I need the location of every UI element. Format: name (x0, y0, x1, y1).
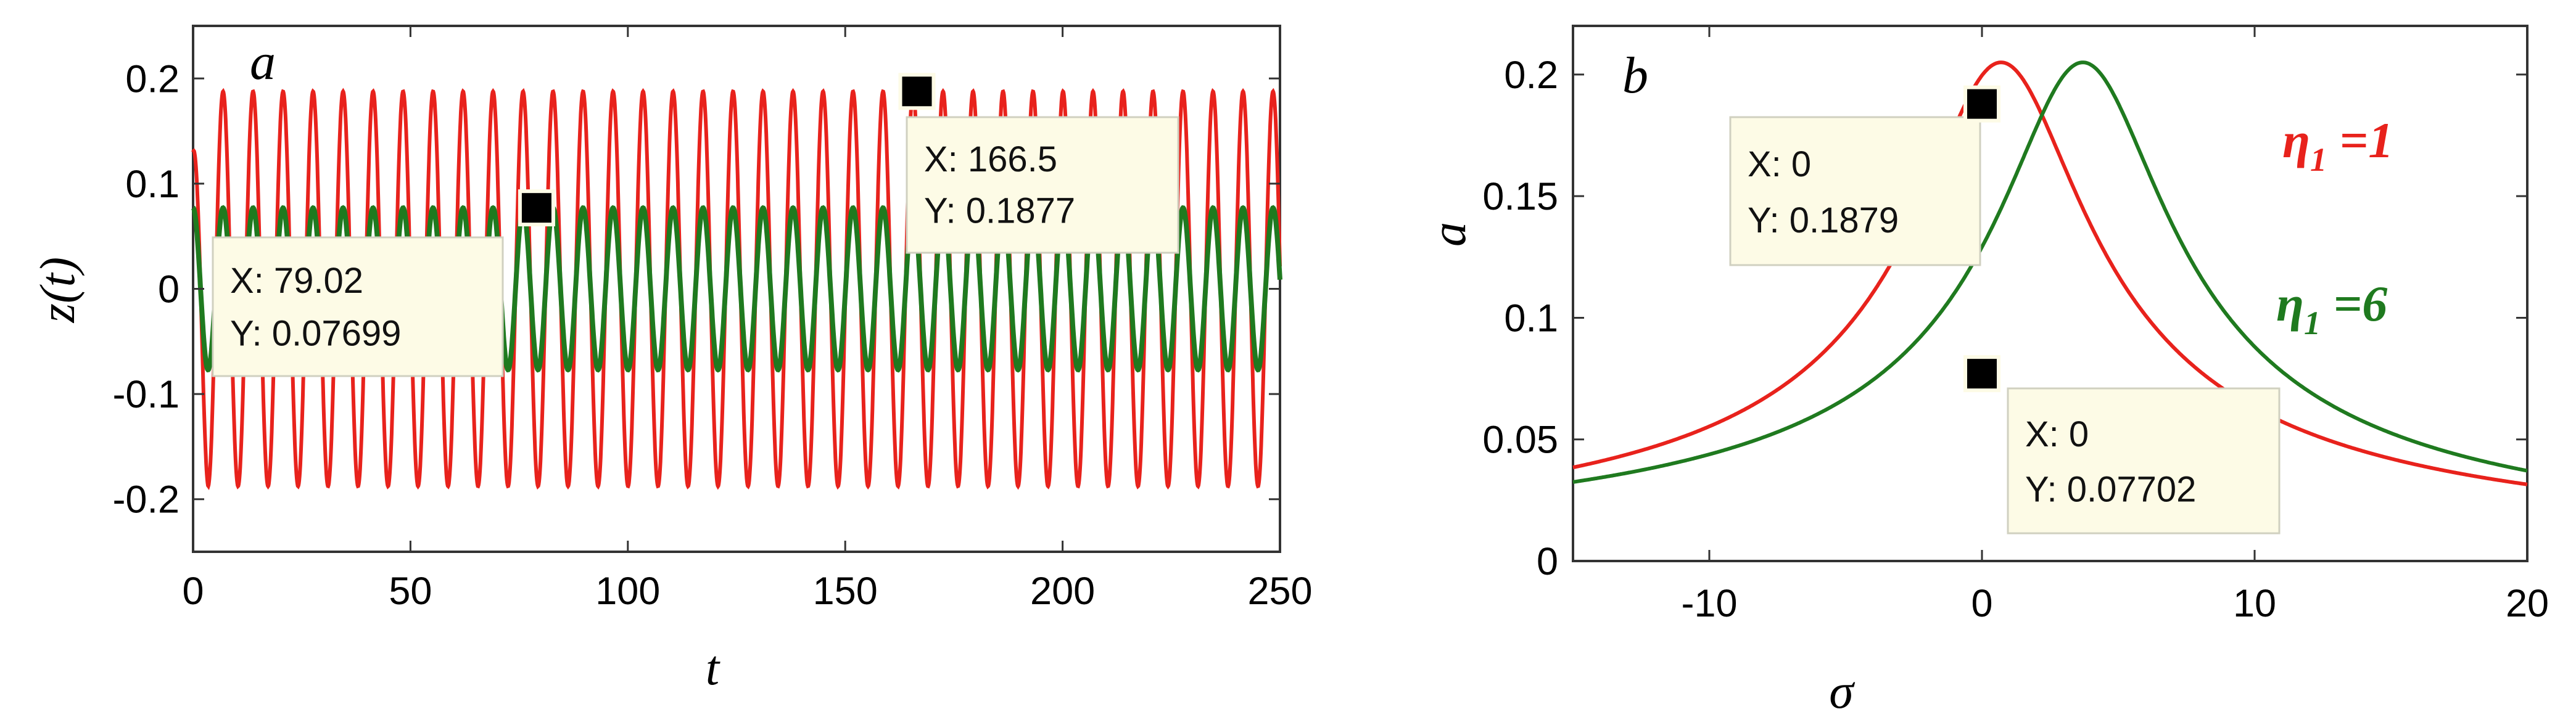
panel-a-xtick-label: 200 (1030, 570, 1095, 613)
datatip-y: Y: 0.07702 (2025, 469, 2196, 509)
datatip-box (2007, 387, 2281, 535)
panel-a-series-2 (191, 205, 1282, 373)
datatip-marker (1967, 359, 1997, 389)
panel-a-xtick-label: 0 (182, 570, 204, 613)
panel-a-ylabel: z(t) (31, 257, 85, 324)
panel-b-ylabel: a (1422, 222, 1476, 247)
panel-a-xtick-label: 250 (1247, 570, 1312, 613)
panel-b-ticks: -10 0 10 20 0 0.05 0.1 0.15 0.2 (1482, 26, 2549, 625)
panel-a-ytick-label: -0.1 (112, 373, 180, 416)
panel-a-xtick-label: 50 (389, 570, 432, 613)
panel-b-datatip: X: 0 Y: 0.07702 (1963, 355, 2281, 535)
panel-b-curves (1572, 60, 2528, 486)
panel-a-ytick-label: -0.2 (112, 478, 180, 522)
panel-a-xtick-label: 150 (813, 570, 878, 613)
datatip-marker (521, 193, 551, 223)
panel-b-datatip: X: 0 Y: 0.1879 (1729, 85, 2000, 266)
panel-a-datatip: X: 166.5 Y: 0.1877 (898, 73, 1179, 254)
panel-b: -10 0 10 20 0 0.05 0.1 0.15 0.2 b σ a η1 =1 η1 =6… (1422, 25, 2549, 717)
datatip-box (1729, 116, 1981, 266)
panel-b-xtick-label: 20 (2506, 582, 2549, 625)
datatip-marker (1967, 89, 1997, 119)
panel-a-datatip: X: 79.02 Y: 0.07699 (212, 189, 555, 377)
panel-b-ytick-label: 0 (1537, 540, 1558, 583)
panel-b-xtick-label: 10 (2233, 582, 2276, 625)
panel-a-ticks: 0 50 100 150 200 250 -0.2 -0.1 0 0.1 0.2 (112, 26, 1313, 613)
panel-b-ytick-label: 0.1 (1504, 297, 1558, 340)
panel-a-ytick-label: 0.1 (125, 163, 180, 206)
panel-b-ytick-label: 0.15 (1482, 175, 1558, 218)
panel-b-xtick-label: -10 (1681, 582, 1737, 625)
panel-a-ytick-label: 0 (158, 268, 180, 311)
datatip-x: X: 166.5 (924, 139, 1057, 179)
panel-b-xtick-label: 0 (1971, 582, 1992, 625)
panel-a-letter: a (250, 33, 276, 91)
datatip-marker (902, 76, 932, 107)
panel-b-series-1 (1572, 60, 2528, 486)
panel-a-datatips: X: 79.02 Y: 0.07699 X: 166.5 Y: 0.1877 (212, 73, 1179, 377)
datatip-box (906, 116, 1179, 254)
panel-a: 0 50 100 150 200 250-0.2-0.100.10.2 a t z(t) … (31, 25, 1313, 695)
panel-a-ytick-label: 0.2 (125, 57, 180, 100)
panel-a-xlabel: t (706, 641, 720, 695)
datatip-x: X: 79.02 (230, 261, 363, 301)
panel-b-legend-entry: η1 =6 (2276, 276, 2387, 342)
panel-b-legend-entry: η1 =1 (2282, 112, 2393, 178)
datatip-box (212, 236, 504, 377)
datatip-y: Y: 0.07699 (230, 314, 401, 354)
panel-a-xtick-label: 100 (595, 570, 660, 613)
datatip-y: Y: 0.1879 (1748, 200, 1899, 240)
panel-b-series-2 (1572, 60, 2528, 484)
panel-b-ytick-label: 0.2 (1504, 54, 1558, 97)
datatip-x: X: 0 (2025, 414, 2089, 454)
panel-b-legend: η1 =1 η1 =6 (2276, 112, 2393, 342)
datatip-y: Y: 0.1877 (924, 191, 1075, 231)
panel-b-letter: b (1622, 47, 1648, 104)
panel-b-xlabel: σ (1829, 665, 1855, 717)
datatip-x: X: 0 (1748, 144, 1811, 184)
panel-b-datatips: X: 0 Y: 0.1879 X: 0 Y: 0.07702 (1729, 85, 2281, 535)
panel-b-ytick-label: 0.05 (1482, 419, 1558, 462)
